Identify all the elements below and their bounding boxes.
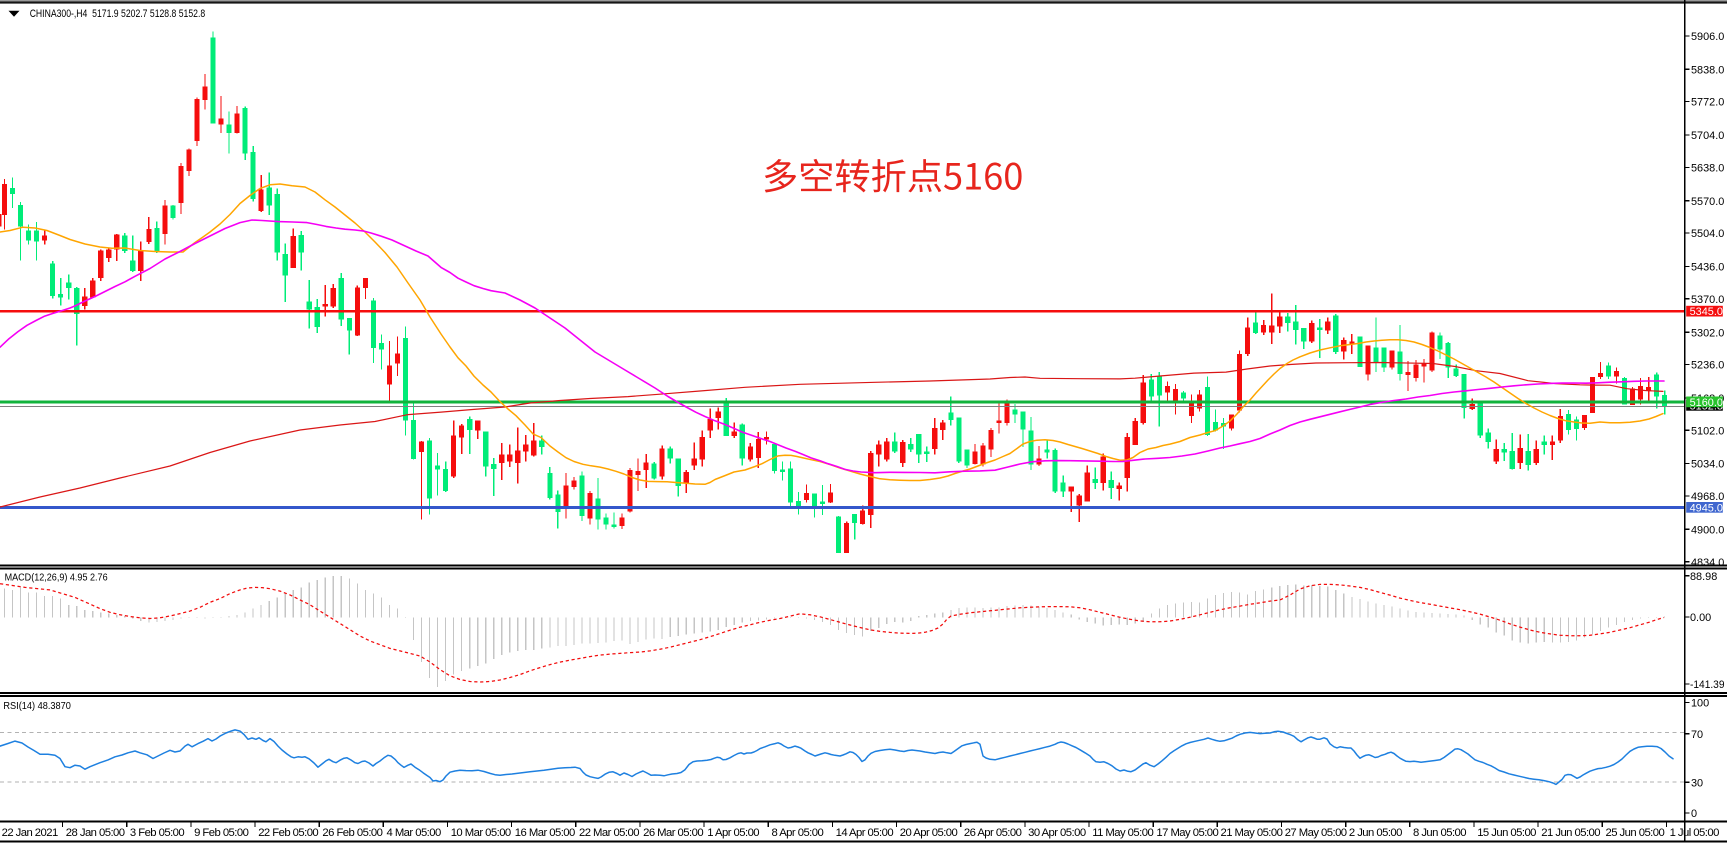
svg-text:11 May 05:00: 11 May 05:00 [1092,827,1153,839]
svg-text:27 May 05:00: 27 May 05:00 [1285,827,1347,839]
svg-text:5504.0: 5504.0 [1691,228,1724,240]
svg-text:10 Mar 05:00: 10 Mar 05:00 [451,827,511,839]
svg-text:30: 30 [1691,777,1703,789]
svg-text:21 May 05:00: 21 May 05:00 [1221,827,1283,839]
svg-text:4 Mar 05:00: 4 Mar 05:00 [387,827,442,839]
svg-text:RSI(14) 48.3870: RSI(14) 48.3870 [3,701,71,712]
svg-text:20 Apr 05:00: 20 Apr 05:00 [900,827,958,839]
svg-text:21 Jun 05:00: 21 Jun 05:00 [1541,827,1600,839]
svg-text:5102.0: 5102.0 [1691,425,1724,437]
svg-text:8 Apr 05:00: 8 Apr 05:00 [772,827,824,839]
svg-text:5638.0: 5638.0 [1691,163,1724,175]
svg-text:22 Feb 05:00: 22 Feb 05:00 [258,827,318,839]
svg-text:4900.0: 4900.0 [1691,524,1724,536]
svg-text:3 Feb 05:00: 3 Feb 05:00 [130,827,185,839]
svg-text:22 Jan 2021: 22 Jan 2021 [2,827,58,839]
svg-text:MACD(12,26,9) 4.95 2.76: MACD(12,26,9) 4.95 2.76 [5,572,108,583]
svg-text:5436.0: 5436.0 [1691,262,1724,274]
svg-text:22 Mar 05:00: 22 Mar 05:00 [579,827,639,839]
svg-text:1 Jul 05:00: 1 Jul 05:00 [1670,827,1719,839]
svg-text:26 Apr 05:00: 26 Apr 05:00 [964,827,1022,839]
svg-text:15 Jun 05:00: 15 Jun 05:00 [1477,827,1536,839]
svg-text:70: 70 [1691,729,1703,741]
svg-text:5160.0: 5160.0 [1690,397,1723,409]
svg-text:1 Apr 05:00: 1 Apr 05:00 [707,827,759,839]
svg-text:14 Apr 05:00: 14 Apr 05:00 [836,827,894,839]
svg-text:5370.0: 5370.0 [1691,294,1724,306]
svg-text:5838.0: 5838.0 [1691,64,1724,76]
svg-text:0: 0 [1691,808,1697,820]
svg-text:9 Feb 05:00: 9 Feb 05:00 [194,827,249,839]
svg-text:4945.0: 4945.0 [1690,502,1723,514]
svg-text:17 May 05:00: 17 May 05:00 [1156,827,1218,839]
svg-text:25 Jun 05:00: 25 Jun 05:00 [1606,827,1665,839]
svg-text:4968.0: 4968.0 [1691,491,1724,503]
svg-text:5704.0: 5704.0 [1691,130,1724,142]
svg-text:CHINA300-,H4 5171.9 5202.7 51: CHINA300-,H4 5171.9 5202.7 5128.8 5152.8 [30,8,206,20]
svg-text:5034.0: 5034.0 [1691,459,1724,471]
svg-text:5345.0: 5345.0 [1690,306,1723,318]
svg-text:5906.0: 5906.0 [1691,31,1724,43]
svg-text:5236.0: 5236.0 [1691,360,1724,372]
svg-text:5570.0: 5570.0 [1691,196,1724,208]
svg-text:26 Feb 05:00: 26 Feb 05:00 [322,827,382,839]
svg-text:0.00: 0.00 [1690,612,1711,624]
svg-text:16 Mar 05:00: 16 Mar 05:00 [515,827,575,839]
svg-text:5302.0: 5302.0 [1691,327,1724,339]
svg-text:88.98: 88.98 [1690,571,1717,583]
svg-text:28 Jan 05:00: 28 Jan 05:00 [66,827,125,839]
svg-text:2 Jun 05:00: 2 Jun 05:00 [1349,827,1402,839]
svg-text:26 Mar 05:00: 26 Mar 05:00 [643,827,703,839]
svg-text:-141.39: -141.39 [1690,679,1725,691]
svg-text:100: 100 [1691,698,1709,710]
svg-text:4834.0: 4834.0 [1691,557,1724,569]
svg-text:8 Jun 05:00: 8 Jun 05:00 [1413,827,1466,839]
svg-text:5772.0: 5772.0 [1691,97,1724,109]
svg-text:30 Apr 05:00: 30 Apr 05:00 [1028,827,1086,839]
